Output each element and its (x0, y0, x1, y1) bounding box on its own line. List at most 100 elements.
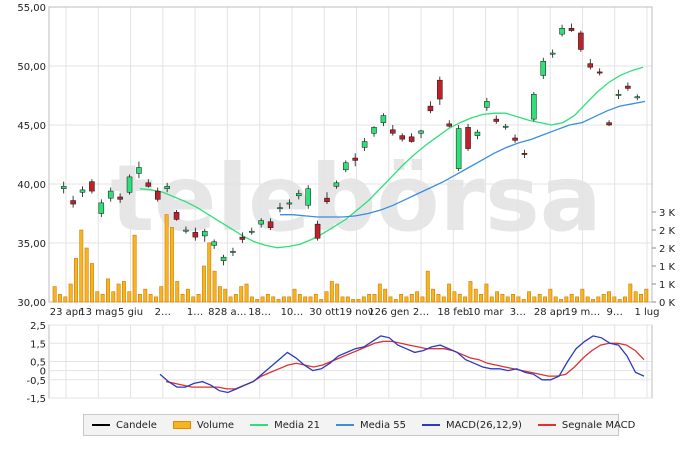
volume-bar (351, 299, 356, 303)
candle-body (296, 193, 302, 197)
x-tick-label: 828 a… (208, 307, 246, 318)
volume-bar (260, 296, 265, 303)
candle-body (455, 128, 462, 169)
volume-bar (191, 296, 196, 303)
volume-bar (148, 293, 153, 303)
x-tick-label: 1… (187, 307, 203, 318)
volume-bar (255, 299, 260, 303)
candle-body (324, 197, 330, 202)
candle-body (578, 32, 584, 50)
candle-body (474, 131, 481, 136)
volume-bar (223, 288, 228, 303)
legend-item-media-21[interactable]: Media 21 (250, 420, 320, 431)
candle-body (418, 130, 424, 134)
legend-item-candele[interactable]: Candele (92, 420, 157, 431)
volume-bar (463, 296, 468, 303)
volume-bar (425, 270, 430, 303)
volume-bar (484, 283, 489, 303)
volume-bar (217, 286, 222, 303)
candle-body (277, 207, 283, 210)
legend-swatch-media-21 (250, 424, 269, 426)
candle-body (60, 186, 67, 189)
macd-tick-label: -0,5 (26, 376, 46, 387)
candle-body (540, 61, 547, 76)
volume-bar (68, 283, 73, 303)
volume-bar (212, 270, 217, 303)
candle-body (305, 188, 311, 206)
volume-bar (527, 291, 532, 303)
volume-bar (201, 265, 206, 303)
volume-bar (399, 293, 404, 303)
x-tick-label: 28 apr (534, 307, 567, 318)
volume-bar (164, 214, 169, 303)
legend-item-volume[interactable]: Volume (172, 420, 234, 431)
volume-bar (159, 286, 164, 303)
candle-body (625, 85, 631, 89)
candle-body (371, 127, 377, 134)
legend-swatch-candele (92, 424, 110, 426)
legend-item-media-55[interactable]: Media 55 (336, 420, 406, 431)
volume-bar (63, 296, 68, 303)
price-y-axis: 55,00 50,00 45,00 40,00 35,00 30,00 (17, 3, 46, 309)
volume-bar (143, 288, 148, 303)
volume-bar (127, 291, 132, 303)
volume-bar (393, 299, 398, 303)
legend-swatch-segnale-macd (537, 424, 556, 426)
volume-bar (52, 286, 57, 303)
candle-body (79, 189, 86, 193)
candle-body (258, 220, 264, 225)
volume-bar (361, 296, 366, 303)
volume-bar (377, 283, 382, 303)
volume-bar (90, 263, 94, 303)
candle-body (493, 118, 499, 122)
volume-tick-label: 2 K (659, 226, 676, 237)
candle-body (596, 71, 603, 74)
volume-bar (367, 293, 372, 303)
volume-bar (329, 281, 334, 303)
candle-body (98, 202, 105, 214)
candle-body (634, 96, 641, 99)
candle-body (230, 251, 236, 253)
price-panel-border (48, 6, 653, 303)
candle-body (154, 190, 161, 200)
legend-label-macd: MACD(26,12,9) (445, 419, 522, 431)
candle-body (136, 167, 142, 174)
volume-bar (111, 291, 116, 303)
media-21-line (139, 66, 644, 249)
volume-bar (580, 288, 585, 303)
volume-bar (340, 296, 345, 303)
volume-bar (415, 291, 420, 303)
candle-body (427, 105, 434, 112)
macd-tick-label: 2,5 (30, 321, 46, 332)
candle-body (521, 153, 528, 155)
volume-tick-label: 0 K (659, 298, 676, 309)
candle-body (239, 236, 246, 240)
legend-swatch-macd (421, 424, 440, 426)
volume-bar (489, 296, 494, 303)
volume-bar (447, 283, 452, 303)
volume-bar (271, 296, 276, 303)
legend-label-media-55: Media 55 (360, 419, 406, 431)
price-grid (49, 6, 652, 303)
volume-bar (436, 293, 441, 303)
macd-tick-label: 0 (40, 367, 46, 378)
macd-tick-label: 1,5 (30, 339, 46, 350)
volume-bar (591, 299, 595, 303)
candle-body (202, 230, 208, 237)
candle-body (361, 141, 368, 148)
x-tick-label: 19 m… (565, 307, 601, 318)
volume-bar (601, 293, 606, 303)
legend-item-segnale-macd[interactable]: Segnale MACD (537, 420, 635, 431)
candle-body (531, 94, 537, 120)
macd-line (159, 335, 645, 394)
volume-bar (505, 296, 510, 303)
candle-body (211, 241, 217, 246)
legend-item-macd[interactable]: MACD(26,12,9) (421, 419, 522, 431)
price-frame (48, 6, 653, 303)
candle-body (568, 27, 575, 31)
candle-body (164, 186, 170, 189)
candle-body (615, 94, 622, 96)
candle-body (343, 162, 349, 171)
volume-bar (121, 281, 126, 303)
candle-body (314, 223, 321, 239)
